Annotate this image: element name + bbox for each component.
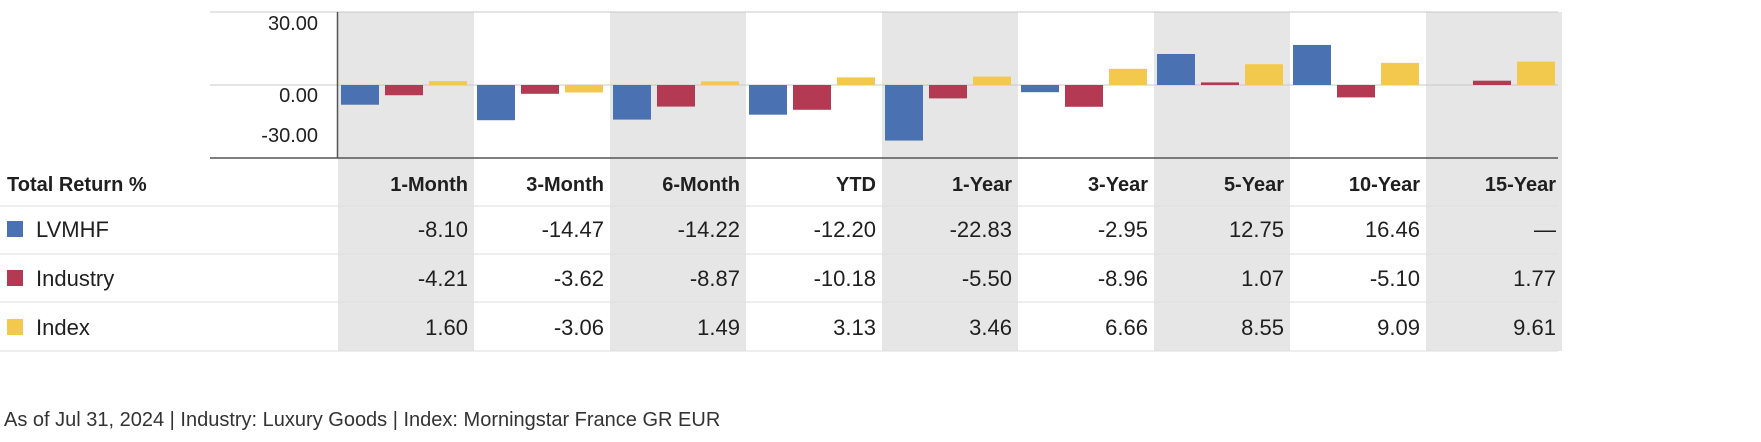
bar-index-ytd — [837, 77, 875, 85]
column-header-3-year: 3-Year — [1088, 174, 1148, 196]
bar-lvmhf-5-year — [1157, 53, 1195, 85]
cell-lvmhf-1-year: -22.83 — [950, 217, 1012, 242]
cell-lvmhf-3-month: -14.47 — [542, 217, 604, 242]
cell-industry-ytd: -10.18 — [814, 266, 876, 291]
cell-industry-3-year: -8.96 — [1098, 266, 1148, 291]
cell-industry-10-year: -5.10 — [1370, 266, 1420, 291]
bar-industry-5-year — [1201, 82, 1239, 85]
cell-index-6-month: 1.49 — [697, 315, 740, 340]
bar-lvmhf-3-year — [1021, 85, 1059, 93]
cell-index-3-year: 6.66 — [1105, 315, 1148, 340]
footnote: As of Jul 31, 2024 | Industry: Luxury Go… — [4, 409, 721, 431]
y-tick-label: 0.00 — [279, 85, 318, 107]
legend-swatch-industry — [7, 270, 23, 286]
y-tick-label: -30.00 — [261, 125, 318, 147]
column-header-10-year: 10-Year — [1349, 174, 1420, 196]
bar-index-6-month — [701, 81, 739, 85]
bar-industry-3-year — [1065, 85, 1103, 107]
cell-index-10-year: 9.09 — [1377, 315, 1420, 340]
bar-industry-1-year — [929, 85, 967, 99]
bar-index-1-month — [429, 81, 467, 85]
total-return-chart: 30.00 0.00 -30.00 Total Return % 1-Month 3-M… — [0, 11, 1562, 352]
cell-index-1-month: 1.60 — [425, 315, 468, 340]
row-label-index: Index — [36, 315, 90, 340]
column-band-1-year — [882, 12, 1018, 351]
y-tick-label: 30.00 — [268, 13, 318, 35]
cell-lvmhf-10-year: 16.46 — [1365, 217, 1420, 242]
cell-lvmhf-1-month: -8.10 — [418, 217, 468, 242]
bar-lvmhf-10-year — [1293, 44, 1331, 85]
bar-industry-3-month — [521, 85, 559, 94]
bar-lvmhf-1-year — [885, 85, 923, 141]
column-header-15-year: 15-Year — [1485, 174, 1556, 196]
bar-industry-15-year — [1473, 80, 1511, 85]
column-band-1-month — [338, 12, 474, 351]
cell-lvmhf-5-year: 12.75 — [1229, 217, 1284, 242]
bar-industry-1-month — [385, 85, 423, 96]
cell-industry-1-month: -4.21 — [418, 266, 468, 291]
cell-index-ytd: 3.13 — [833, 315, 876, 340]
bar-lvmhf-ytd — [749, 85, 787, 115]
legend-swatch-index — [7, 319, 23, 335]
bar-index-10-year — [1381, 62, 1419, 85]
bar-industry-10-year — [1337, 85, 1375, 98]
cell-industry-3-month: -3.62 — [554, 266, 604, 291]
cell-index-5-year: 8.55 — [1241, 315, 1284, 340]
column-header-ytd: YTD — [836, 174, 876, 196]
bar-lvmhf-1-month — [341, 85, 379, 105]
bar-index-15-year — [1517, 61, 1555, 85]
cell-lvmhf-3-year: -2.95 — [1098, 217, 1148, 242]
cell-industry-1-year: -5.50 — [962, 266, 1012, 291]
column-header-1-year: 1-Year — [952, 174, 1012, 196]
cell-index-3-month: -3.06 — [554, 315, 604, 340]
column-header-5-year: 5-Year — [1224, 174, 1284, 196]
column-header-1-month: 1-Month — [390, 174, 468, 196]
bar-lvmhf-3-month — [477, 85, 515, 121]
cell-lvmhf-15-year: — — [1534, 217, 1556, 242]
cell-index-15-year: 9.61 — [1513, 315, 1556, 340]
column-band-6-month — [610, 12, 746, 351]
bar-index-1-year — [973, 76, 1011, 85]
bar-index-3-year — [1109, 68, 1147, 85]
bar-lvmhf-6-month — [613, 85, 651, 120]
cell-index-1-year: 3.46 — [969, 315, 1012, 340]
cell-industry-15-year: 1.77 — [1513, 266, 1556, 291]
bar-index-3-month — [565, 85, 603, 93]
bar-index-5-year — [1245, 64, 1283, 85]
row-label-lvmhf: LVMHF — [36, 217, 109, 242]
cell-industry-5-year: 1.07 — [1241, 266, 1284, 291]
bar-industry-6-month — [657, 85, 695, 107]
column-header-3-month: 3-Month — [526, 174, 604, 196]
cell-lvmhf-ytd: -12.20 — [814, 217, 876, 242]
bar-industry-ytd — [793, 85, 831, 110]
row-label-industry: Industry — [36, 266, 114, 291]
table-header-label: Total Return % — [7, 174, 147, 196]
cell-lvmhf-6-month: -14.22 — [678, 217, 740, 242]
legend-swatch-lvmhf — [7, 221, 23, 237]
column-header-6-month: 6-Month — [662, 174, 740, 196]
cell-industry-6-month: -8.87 — [690, 266, 740, 291]
